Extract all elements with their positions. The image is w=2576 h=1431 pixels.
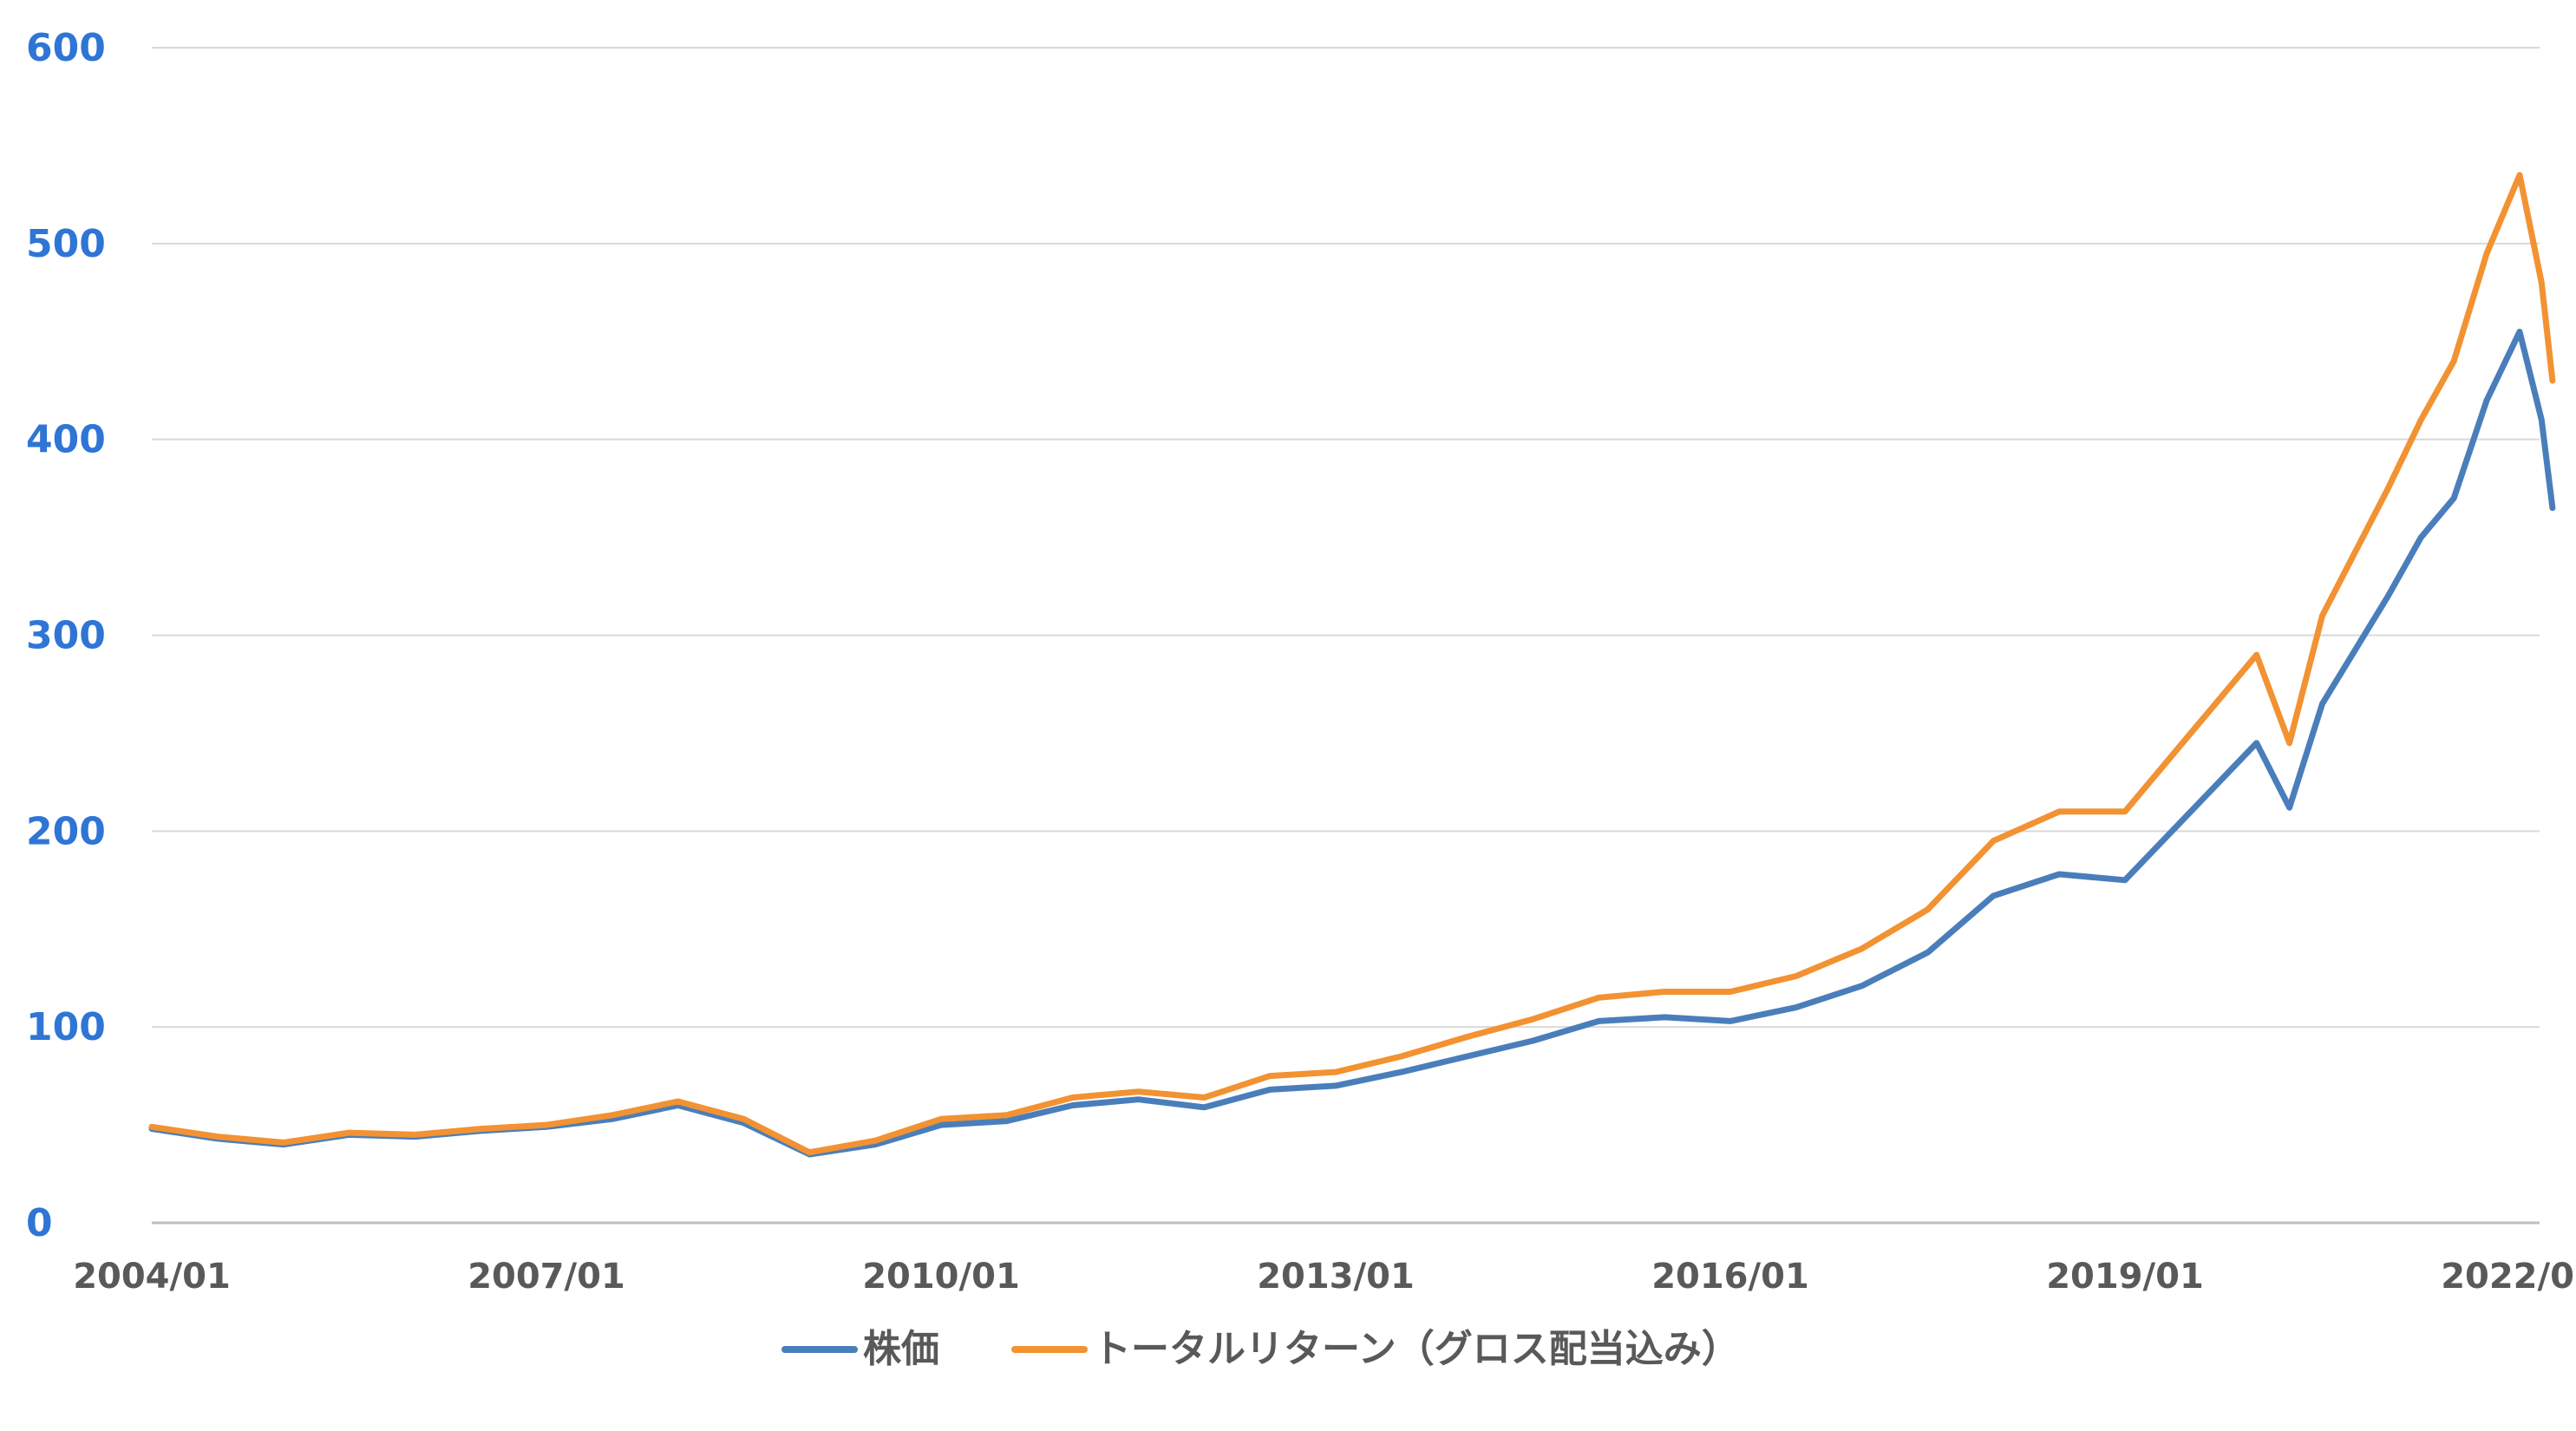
gridlines (152, 47, 2540, 1225)
x-axis-tick-labels: 2004/01 2007/01 2010/01 2013/01 2016/01 2019/… (73, 1257, 2576, 1297)
y-tick-label: 300 (26, 614, 106, 658)
series-lines (148, 172, 2556, 1158)
x-tick-label: 2019/01 (2046, 1257, 2204, 1297)
legend-label: トータルリターン（グロス配当込み） (1093, 1327, 1740, 1371)
x-tick-label: 2010/01 (862, 1257, 1020, 1297)
x-tick-label: 2007/01 (467, 1257, 625, 1297)
y-tick-label: 400 (26, 418, 106, 462)
y-axis-tick-labels: 0 100 200 300 400 500 600 (26, 26, 106, 1245)
legend-label: 株価 (863, 1327, 939, 1371)
y-tick-label: 0 (26, 1201, 53, 1245)
legend: 株価 トータルリターン（グロス配当込み） (781, 1327, 1740, 1371)
y-tick-label: 200 (26, 809, 106, 853)
x-tick-label: 2004/01 (73, 1257, 231, 1297)
x-tick-label: 2022/01 (2441, 1257, 2576, 1297)
y-tick-label: 600 (26, 26, 106, 70)
series-line-1 (148, 172, 2556, 1156)
x-tick-label: 2013/01 (1257, 1257, 1415, 1297)
x-tick-label: 2016/01 (1651, 1257, 1809, 1297)
series-line-0 (148, 329, 2556, 1158)
y-tick-label: 100 (26, 1005, 106, 1049)
y-tick-label: 500 (26, 222, 106, 266)
